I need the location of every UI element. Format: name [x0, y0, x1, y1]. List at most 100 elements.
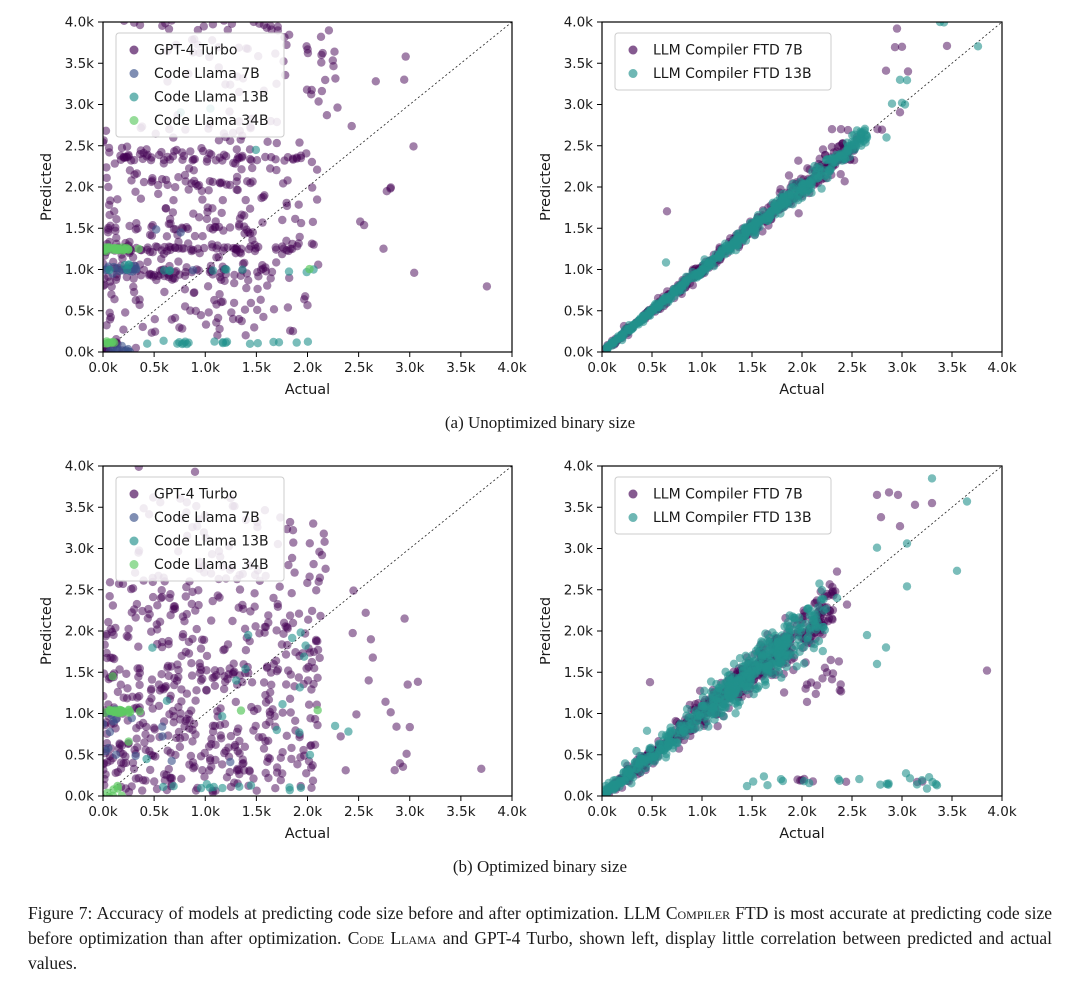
scatter-point — [207, 150, 216, 159]
scatter-point — [105, 592, 114, 601]
scatter-point — [400, 614, 409, 623]
scatter-point — [602, 790, 611, 796]
scatter-point — [188, 156, 197, 165]
scatter-point — [218, 712, 227, 721]
legend-item: LLM Compiler FTD 13B — [628, 66, 812, 82]
scatter-point — [292, 338, 301, 347]
scatter-point — [893, 490, 903, 500]
legend: GPT-4 Turbo Code Llama 7B Code Llama 13B Co… — [115, 476, 285, 582]
caption-text-run: FTD is most accurate at predicting code … — [28, 903, 1052, 948]
scatter-point — [668, 744, 678, 753]
scatter-point — [666, 723, 675, 732]
scatter-point — [211, 740, 220, 749]
y-tick-label: 1.5k — [65, 665, 94, 681]
scatter-point — [776, 775, 786, 784]
y-tick-label: 1.5k — [564, 221, 593, 237]
scatter-series-code-llama-13b — [142, 628, 353, 795]
x-axis-label: Actual — [285, 826, 330, 842]
scatter-point — [168, 208, 178, 217]
scatter-point — [241, 331, 250, 340]
scatter-point — [201, 320, 211, 329]
scatter-point — [784, 171, 794, 180]
scatter-point — [284, 267, 294, 276]
scatter-point — [192, 624, 201, 634]
scatter-point — [241, 664, 250, 674]
scatter-point — [331, 74, 340, 83]
scatter-point — [106, 653, 115, 662]
x-axis: 0.0k 0.5k 1.0k 1.5k 2.0k 2.5k 3.0k 3.5k 4.0k — [587, 352, 1017, 376]
scatter-point — [134, 244, 143, 254]
scatter-point — [129, 287, 139, 297]
scatter-point — [218, 783, 227, 793]
scatter-point — [197, 144, 206, 153]
scatter-point — [161, 22, 170, 28]
scatter-point — [159, 782, 168, 792]
scatter-point — [922, 784, 932, 793]
x-tick-label: 3.0k — [395, 360, 424, 376]
y-tick-label: 4.0k — [65, 459, 94, 475]
scatter-point — [290, 568, 299, 577]
scatter-series-code-llama-34b — [103, 243, 314, 348]
legend-marker-icon — [628, 45, 638, 55]
scatter-point — [244, 630, 253, 640]
scatter-point — [234, 314, 244, 324]
scatter-point — [802, 680, 812, 689]
scatter-point — [198, 232, 207, 241]
legend-marker-icon — [129, 560, 139, 569]
scatter-point — [148, 176, 157, 185]
scatter-point — [240, 305, 250, 314]
x-tick-label: 0.0k — [587, 360, 616, 376]
legend-item: Code Llama 13B — [129, 90, 269, 106]
scatter-point — [902, 582, 912, 591]
scatter-point — [855, 774, 864, 784]
scatter-point — [152, 225, 161, 234]
scatter-point — [124, 632, 133, 642]
scatter-point — [313, 637, 322, 646]
scatter-point — [818, 145, 828, 154]
scatter-point — [695, 710, 705, 720]
scatter-point — [787, 183, 796, 192]
scatter-point — [131, 187, 140, 196]
y-tick-label: 1.0k — [65, 706, 94, 722]
scatter-point — [312, 195, 322, 204]
scatter-series-llm-compiler-ftd-13b — [602, 474, 972, 796]
scatter-point — [912, 780, 922, 789]
scatter-point — [330, 721, 340, 731]
scatter-point — [176, 709, 185, 718]
scatter-point — [733, 676, 742, 686]
scatter-point — [862, 630, 872, 640]
scatter-point — [154, 180, 163, 190]
y-axis-label: Predicted — [540, 153, 554, 221]
scatter-point — [301, 641, 310, 650]
scatter-point — [266, 22, 275, 30]
scatter-point — [236, 706, 246, 715]
scatter-point — [147, 675, 157, 684]
scatter-point — [215, 593, 224, 602]
scatter-point — [184, 637, 194, 647]
scatter-point — [180, 722, 189, 731]
scatter-point — [216, 731, 225, 740]
scatter-point — [322, 111, 332, 120]
scatter-point — [842, 146, 852, 156]
scatter-point — [186, 306, 195, 315]
plot-area — [602, 22, 1002, 352]
scatter-point — [773, 638, 782, 648]
scatter-point — [401, 52, 410, 61]
scatter-point — [321, 564, 330, 573]
scatter-point — [333, 103, 342, 112]
scatter-point — [285, 273, 294, 283]
scatter-point — [286, 708, 295, 717]
scatter-point — [157, 254, 166, 264]
scatter-point — [935, 22, 945, 27]
scatter-point — [263, 281, 272, 290]
scatter-plot-unoptimized-gpt4-codellama: 0.0k 0.5k 1.0k 1.5k 2.0k 2.5k 3.0k 3.5k 4.0k0.0k… — [39, 15, 527, 399]
scatter-point — [895, 75, 905, 85]
scatter-point — [106, 221, 115, 230]
scatter-point — [178, 630, 188, 639]
scatter-point — [235, 736, 244, 746]
scatter-point — [657, 297, 667, 306]
scatter-point — [157, 670, 166, 679]
scatter-point — [802, 697, 812, 707]
scatter-point — [141, 730, 150, 739]
scatter-point — [113, 687, 123, 697]
